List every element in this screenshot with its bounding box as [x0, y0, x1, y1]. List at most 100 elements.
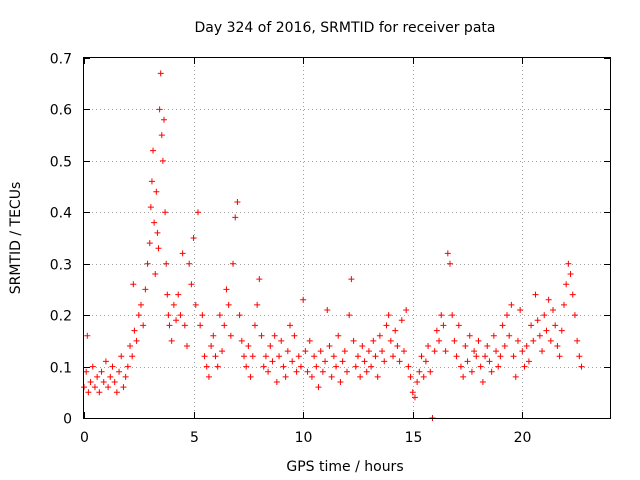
y-tick-label: 0.2: [50, 309, 72, 325]
data-point: [379, 348, 386, 355]
data-point: [398, 317, 405, 324]
data-point: [284, 348, 291, 355]
data-point: [135, 312, 142, 319]
data-point: [440, 322, 447, 329]
data-point: [495, 363, 502, 370]
y-tick-label: 0.1: [50, 361, 72, 377]
data-point: [297, 363, 304, 370]
data-point: [431, 348, 438, 355]
data-point: [554, 343, 561, 349]
data-point: [96, 389, 103, 396]
data-point: [425, 343, 432, 349]
data-point: [155, 245, 162, 252]
data-point: [131, 327, 138, 334]
x-tick-label: 10: [295, 430, 313, 446]
data-point: [497, 353, 504, 360]
y-tick-label: 0.4: [50, 206, 72, 222]
data-point: [236, 312, 243, 319]
data-point: [188, 281, 195, 288]
data-point: [89, 363, 96, 370]
data-point: [409, 389, 416, 396]
data-point: [210, 332, 217, 339]
y-axis-title: SRMTID / TECUs: [8, 182, 24, 295]
data-point: [295, 353, 302, 360]
data-point: [130, 281, 137, 288]
data-point: [376, 332, 383, 339]
data-point: [381, 358, 388, 365]
data-point: [361, 358, 368, 365]
data-point: [267, 343, 274, 349]
data-point: [230, 260, 237, 267]
data-point: [462, 343, 469, 349]
data-point: [571, 312, 578, 319]
data-point: [477, 363, 484, 370]
data-point: [148, 178, 155, 185]
data-point: [221, 322, 228, 329]
data-point: [460, 373, 467, 380]
data-point: [363, 368, 370, 375]
data-point: [403, 307, 410, 313]
data-point: [278, 337, 285, 344]
data-point: [249, 353, 256, 360]
data-point: [243, 363, 250, 370]
data-point: [105, 384, 112, 391]
data-point: [449, 312, 456, 319]
data-point: [157, 70, 164, 77]
data-point: [536, 332, 543, 339]
data-point: [475, 337, 482, 344]
data-point: [506, 332, 513, 339]
data-point: [260, 363, 267, 370]
data-point: [238, 337, 245, 344]
data-point: [87, 379, 94, 385]
data-point: [368, 363, 375, 370]
data-point: [503, 312, 510, 319]
data-point: [83, 368, 90, 375]
data-point: [574, 337, 581, 344]
data-point: [150, 147, 157, 154]
data-points: [81, 70, 585, 421]
data-point: [341, 348, 348, 355]
data-point: [287, 322, 294, 329]
data-point: [578, 363, 585, 370]
data-point: [133, 337, 140, 344]
data-point: [254, 301, 261, 308]
data-point: [365, 348, 372, 355]
data-point: [170, 301, 177, 308]
data-point: [335, 332, 342, 339]
data-point: [118, 353, 125, 360]
data-point: [184, 343, 191, 349]
y-tick-label: 0: [63, 412, 72, 428]
data-point: [223, 286, 230, 293]
data-point: [493, 348, 500, 355]
data-point: [420, 373, 427, 380]
data-point: [552, 322, 559, 329]
data-point: [405, 363, 412, 370]
data-point: [98, 368, 105, 375]
data-point: [315, 384, 322, 391]
data-point: [427, 368, 434, 375]
data-point: [438, 312, 445, 319]
data-point: [144, 260, 151, 267]
data-point: [370, 337, 377, 344]
data-point: [521, 363, 528, 370]
data-point: [488, 368, 495, 375]
data-point: [543, 327, 550, 334]
data-point: [499, 322, 506, 329]
data-point: [392, 327, 399, 334]
data-point: [468, 368, 475, 375]
x-tick-label: 5: [190, 430, 199, 446]
data-point: [464, 358, 471, 365]
data-point: [416, 368, 423, 375]
data-point: [576, 353, 583, 360]
data-point: [330, 353, 337, 360]
data-point: [205, 373, 212, 380]
data-point: [558, 327, 565, 334]
data-point: [262, 353, 269, 360]
data-point: [129, 353, 136, 360]
data-point: [414, 379, 421, 385]
data-point: [163, 260, 170, 267]
data-point: [512, 373, 519, 380]
data-point: [565, 260, 572, 267]
data-point: [484, 343, 491, 349]
